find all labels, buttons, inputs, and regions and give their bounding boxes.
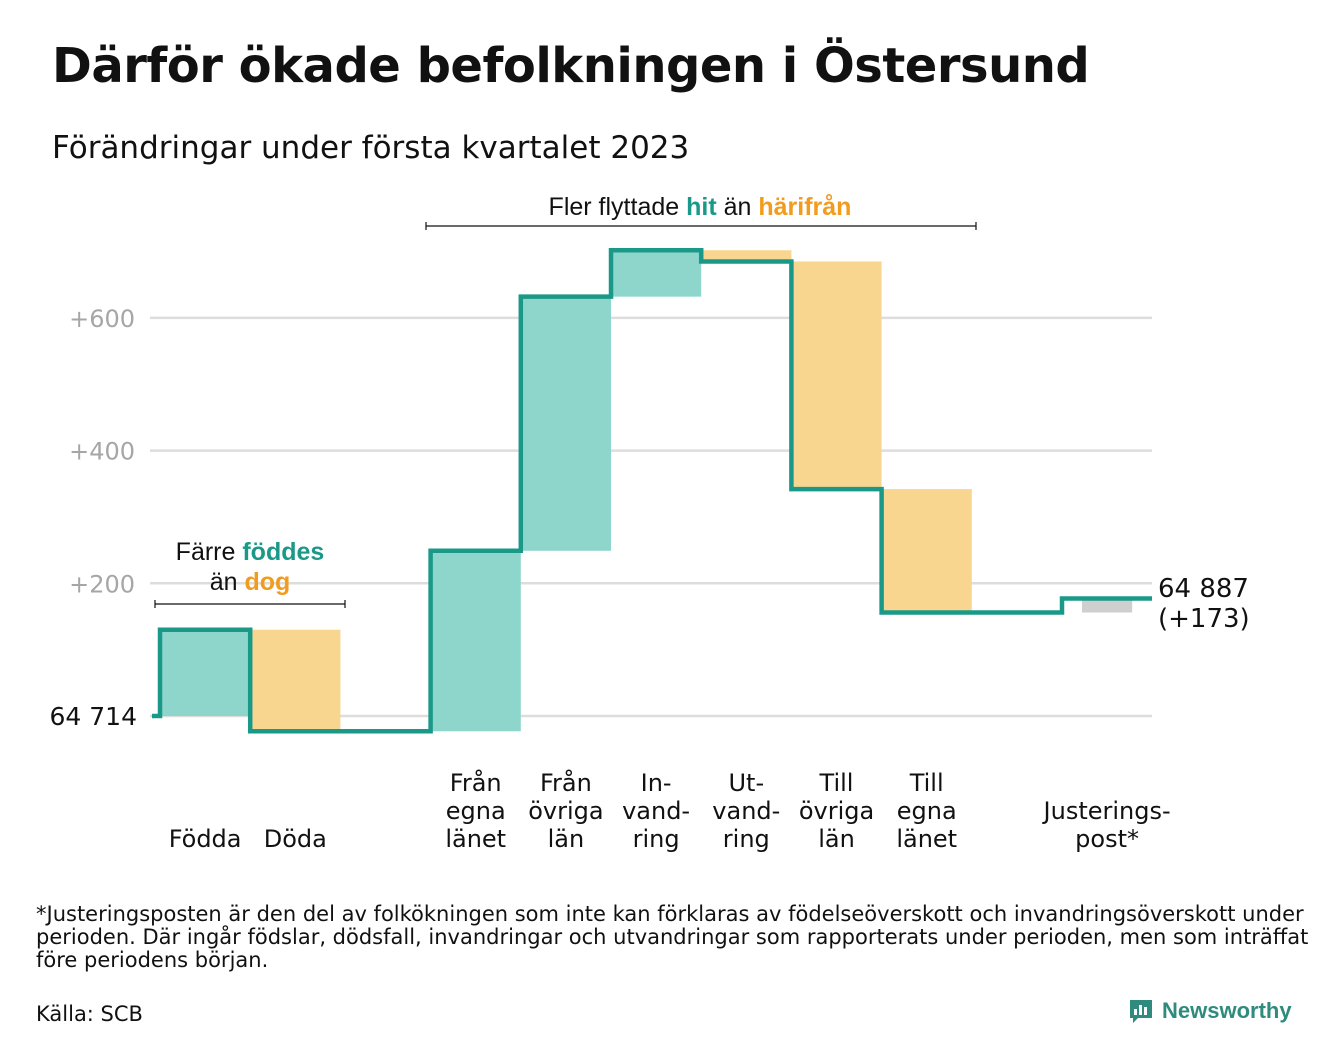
birth-death-annotation: Färre föddes än dog [154,538,346,608]
end-value-label: 64 887 [1158,574,1249,604]
category-label: egna [897,797,957,825]
bar-9 [1082,598,1133,613]
category-label: egna [446,797,506,825]
category-label: län [818,825,855,853]
newsworthy-logo-icon [1130,1000,1152,1023]
bar-6 [701,250,792,262]
bar-5 [611,250,702,297]
category-label: länet [896,825,957,853]
migration-annotation: Fler flyttade hit än härifrån [425,193,977,230]
bar-2 [250,629,341,732]
category-label: länet [445,825,506,853]
category-label: Justerings- [1042,797,1171,825]
y-tick-label: +400 [69,438,135,466]
y-tick-label: +600 [69,305,135,333]
category-label: övriga [528,797,603,825]
migration-line: Fler flyttade hit än härifrån [549,193,852,221]
category-label: Från [540,768,592,797]
birth-death-bracket [154,600,346,608]
cumulative-step-line [152,247,1152,734]
source-credit: Källa: SCB [36,1002,143,1026]
category-label: Från [450,768,502,797]
bar-layer [160,250,1133,732]
birth-death-line2: än dog [210,568,291,596]
category-label: vand- [712,797,780,825]
bar-3 [430,550,521,732]
category-label: Födda [169,825,242,853]
y-tick-label: +200 [69,570,135,598]
category-label: län [548,825,585,853]
line-layer [152,247,1152,734]
birth-death-line1: Färre föddes [176,538,325,566]
bar-7 [791,261,882,490]
brand[interactable]: Newsworthy [1128,998,1292,1024]
migration-bracket [425,222,977,230]
bar-4 [520,296,611,551]
category-label: post* [1075,825,1139,853]
category-label: Till [819,769,854,797]
category-label: Döda [264,825,327,853]
category-label: vand- [622,797,690,825]
end-value-label: (+173) [1158,604,1250,634]
category-label: ring [633,825,680,853]
category-label: Till [909,769,944,797]
chart-subtitle: Förändringar under första kvartalet 2023 [52,130,690,166]
brand-name: Newsworthy [1162,998,1292,1023]
chart-title: Därför ökade befolkningen i Östersund [52,38,1090,94]
bar-8 [881,489,972,613]
category-label: övriga [799,797,874,825]
category-label: ring [723,825,770,853]
start-value-label: 64 714 [50,702,137,731]
category-label: In- [641,769,672,797]
category-label: Ut- [728,769,764,797]
bar-1 [160,629,251,716]
footnote: *Justeringsposten är den del av folkökni… [36,902,1309,972]
